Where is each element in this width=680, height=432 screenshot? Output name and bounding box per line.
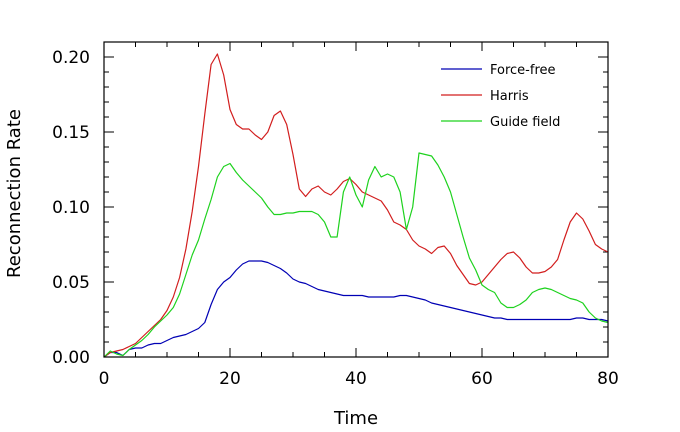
plot-frame [103,41,609,358]
y-tick-label: 0.10 [52,198,90,218]
axis-ticks [103,41,609,358]
series-line-force-free [103,260,609,358]
y-axis-title: Reconnection Rate [4,109,25,278]
y-tick-label: 0.15 [52,123,90,143]
legend: Force-free Harris Guide field [441,63,560,130]
legend-label: Harris [490,89,529,104]
x-tick-label: 60 [471,369,493,389]
x-axis-title: Time [333,408,378,429]
x-tick-label: 20 [219,369,241,389]
x-tick-label: 0 [99,369,110,389]
x-tick-label: 80 [597,369,619,389]
legend-label: Guide field [490,115,560,130]
y-tick-label: 0.00 [52,348,90,368]
y-tick-label: 0.20 [52,48,90,68]
tick-labels: 0 20 40 60 80 0.00 0.05 0.10 0.15 0.20 [52,48,619,389]
legend-label: Force-free [490,63,556,78]
series-lines [103,53,609,358]
y-tick-label: 0.05 [52,273,90,293]
series-line-harris [103,53,609,358]
series-line-guide-field [103,152,609,358]
x-tick-label: 40 [345,369,367,389]
